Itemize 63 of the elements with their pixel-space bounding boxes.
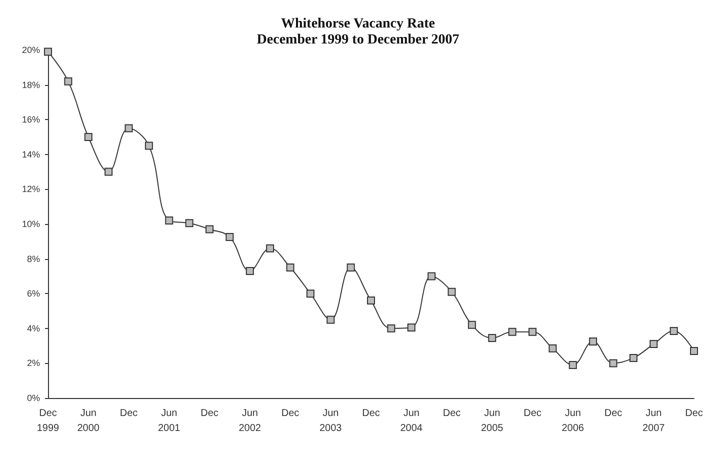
x-tick-label: Jun 2005 — [481, 408, 504, 434]
point — [64, 77, 72, 86]
point — [165, 216, 174, 225]
x-tick-label: Dec — [442, 408, 461, 419]
point — [428, 272, 436, 280]
point — [246, 266, 254, 275]
point — [346, 264, 355, 272]
point — [185, 219, 194, 228]
x-tick-label: Dec — [281, 408, 300, 419]
x-tick-label: Dec — [524, 408, 542, 419]
point — [629, 354, 638, 362]
y-tick-label: 10% — [22, 219, 40, 229]
x-tick-label: Dec 1999 — [36, 408, 60, 434]
point — [367, 296, 375, 305]
y-tick-label: 20% — [22, 45, 40, 55]
point — [650, 340, 658, 348]
y-tick-label: 0% — [26, 393, 40, 403]
point — [124, 124, 133, 132]
y-tick-label: 14% — [22, 149, 40, 160]
point — [568, 360, 577, 369]
point — [206, 225, 214, 234]
chart-subtitle: December 1999 to December 2007 — [256, 32, 460, 48]
y-tick-label: 18% — [22, 80, 40, 90]
y-tick-label: 4% — [26, 323, 40, 334]
y-tick-label: 8% — [26, 254, 40, 264]
x-tick-label: Dec — [685, 408, 703, 419]
x-tick-label: Dec — [362, 408, 380, 419]
point — [528, 328, 536, 336]
point — [144, 142, 153, 150]
point — [84, 133, 92, 141]
point — [326, 316, 335, 324]
y-tick-label: 16% — [22, 114, 40, 125]
point — [104, 168, 113, 176]
point — [690, 347, 698, 356]
point — [488, 334, 496, 342]
point — [407, 324, 416, 332]
point — [226, 233, 234, 242]
point — [387, 324, 396, 332]
point — [589, 337, 598, 346]
point — [670, 327, 678, 336]
x-tick-label: Jun 2003 — [320, 408, 342, 434]
point — [448, 288, 456, 296]
chart-title: Whitehorse Vacancy Rate — [281, 16, 435, 32]
y-tick-label: 12% — [22, 184, 40, 194]
x-tick-label: Jun 2004 — [400, 408, 423, 434]
point — [266, 244, 274, 252]
x-tick-label: Jun 2007 — [642, 408, 666, 434]
x-tick-label: Dec — [604, 408, 622, 419]
x-tick-label: Jun 2002 — [238, 408, 262, 434]
point — [508, 328, 516, 336]
y-tick-label: 6% — [26, 288, 40, 299]
y-tick-label: 2% — [26, 358, 40, 368]
x-tick-label: Dec — [120, 408, 138, 419]
x-tick-label: Jun 2001 — [158, 408, 181, 434]
x-tick-label: Dec — [200, 408, 218, 419]
point — [286, 264, 294, 272]
point — [44, 48, 52, 56]
point — [306, 290, 314, 298]
point — [548, 344, 557, 352]
x-tick-label: Jun 2006 — [562, 408, 584, 434]
point — [468, 320, 476, 329]
x-tick-label: Jun 2000 — [77, 408, 100, 434]
point — [609, 359, 618, 368]
